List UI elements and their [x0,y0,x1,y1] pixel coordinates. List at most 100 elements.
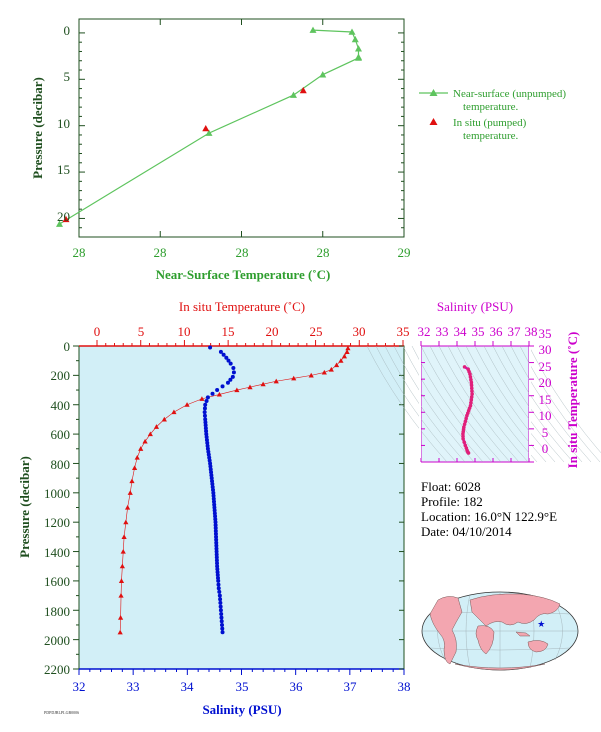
near-surface-temperature-point [348,28,356,35]
pressure-tick-label: 0 [64,339,71,354]
salinity-profile-point [203,423,208,428]
temperature-profile-point [321,369,327,375]
salinity-profile-point [208,345,213,350]
salinity-profile-point [214,558,219,563]
salinity-profile-point [209,473,214,478]
salinity-profile-point [214,546,219,551]
temperature-profile-point [127,490,133,495]
ts-right-axis-title: In situ Temperature (˚C) [565,332,580,469]
salinity-profile-point [221,352,226,357]
temp-tick-label: 0 [94,324,101,339]
salinity-profile-point [214,549,219,554]
salinity-profile-point [216,582,221,587]
ts-temp-tick-label: 30 [539,342,552,357]
salinity-profile-point [204,399,209,404]
temperature-profile-point [338,358,344,363]
land-australia [527,640,549,653]
ts-sal-tick-label: 38 [525,324,538,339]
salinity-profile-point [211,490,216,495]
ts-temp-tick-label: 10 [539,408,552,423]
salinity-profile-point [219,611,224,616]
temp-tick-label: 30 [353,324,366,339]
temperature-profile-point [234,387,240,393]
salinity-profile-point [209,470,214,475]
salinity-profile-point [211,499,216,504]
temperature-profile-point [247,384,253,390]
main-top-axis-title: In situ Temperature (˚C) [179,299,305,314]
near-surface-temperature-point [290,91,297,98]
ts-point [469,386,474,391]
main-y-axis-title: Pressure (decibar) [17,456,32,558]
top-x-tick-label: 28 [154,245,167,260]
density-contour [492,345,574,463]
top-legend: Near-surface (unpumped) temperature. In … [419,88,566,142]
legend-label-insitu-2: temperature. [463,130,519,142]
temperature-profile-point [118,578,125,583]
float-location-star: ★ [537,620,545,630]
density-contour [429,345,511,463]
salinity-profile-point [215,573,220,578]
top-y-tick-label: 5 [64,69,71,84]
top-x-axis-title: Near-Surface Temperature (˚C) [156,267,331,282]
salinity-profile-point [210,482,215,487]
pressure-tick-label: 200 [51,368,71,383]
temperature-profile-point [131,465,138,470]
density-contour [456,345,538,463]
pressure-tick-label: 1400 [44,545,70,560]
salinity-profile-point [206,452,211,457]
salinity-profile-point [213,517,218,522]
ts-point [469,400,473,405]
main-marks [117,345,351,635]
salinity-profile-point [213,528,218,533]
salinity-profile-point [212,511,217,516]
salinity-profile-point [220,622,224,627]
temperature-profile-point [142,438,148,444]
land-indonesia [515,631,531,637]
density-contour [411,345,493,463]
temperature-profile-point [121,534,127,539]
salinity-profile-point [212,505,217,510]
salinity-profile-point [211,496,216,501]
legend-label-near-surface-1: Near-surface (unpumped) [453,88,566,100]
salinity-profile-point [218,608,223,613]
top-ticks [78,19,405,237]
ts-point [468,375,473,379]
salinity-profile-point [206,449,211,454]
top-y-tick-label: 10 [57,116,70,131]
pressure-tick-label: 2000 [44,633,70,648]
ts-point [469,377,473,382]
salinity-profile-point [204,429,209,434]
sal-tick-label: 33 [127,679,140,694]
salinity-profile-point [224,355,229,360]
density-contour [375,345,457,463]
salinity-profile-point [214,540,219,545]
ts-marks [461,365,474,455]
top-y-axis-title: Pressure (decibar) [30,77,45,179]
temperature-profile-point [216,391,222,397]
legend-marker-insitu [429,118,438,125]
salinity-profile-point [215,561,220,566]
top-x-tick-label: 28 [236,245,249,260]
sal-tick-label: 37 [344,679,358,694]
salinity-profile-point [205,443,210,448]
top-panel: 28 28 28 28 29 0 5 10 15 20 Near-Surface… [30,18,566,282]
near-surface-temperature-point [56,220,63,227]
world-map: ★ [421,591,579,671]
salinity-profile-point [216,586,221,591]
ts-point [463,419,468,424]
salinity-profile-point [208,461,213,466]
salinity-profile-point [213,531,218,536]
density-contour [519,345,601,463]
main-ticks [73,340,405,675]
land-americas [429,596,463,665]
pressure-tick-label: 400 [51,398,71,413]
info-date: Date: 04/10/2014 [421,524,512,539]
ts-point [470,392,474,396]
float-info: Float: 6028 Profile: 182 Location: 16.0°… [421,479,557,539]
pressure-tick-label: 1200 [44,515,70,530]
salinity-profile-point [210,391,215,396]
temp-tick-label: 15 [222,324,235,339]
temp-tick-label: 35 [397,324,410,339]
pressure-tick-label: 600 [51,427,71,442]
salinity-profile-point [203,402,208,407]
